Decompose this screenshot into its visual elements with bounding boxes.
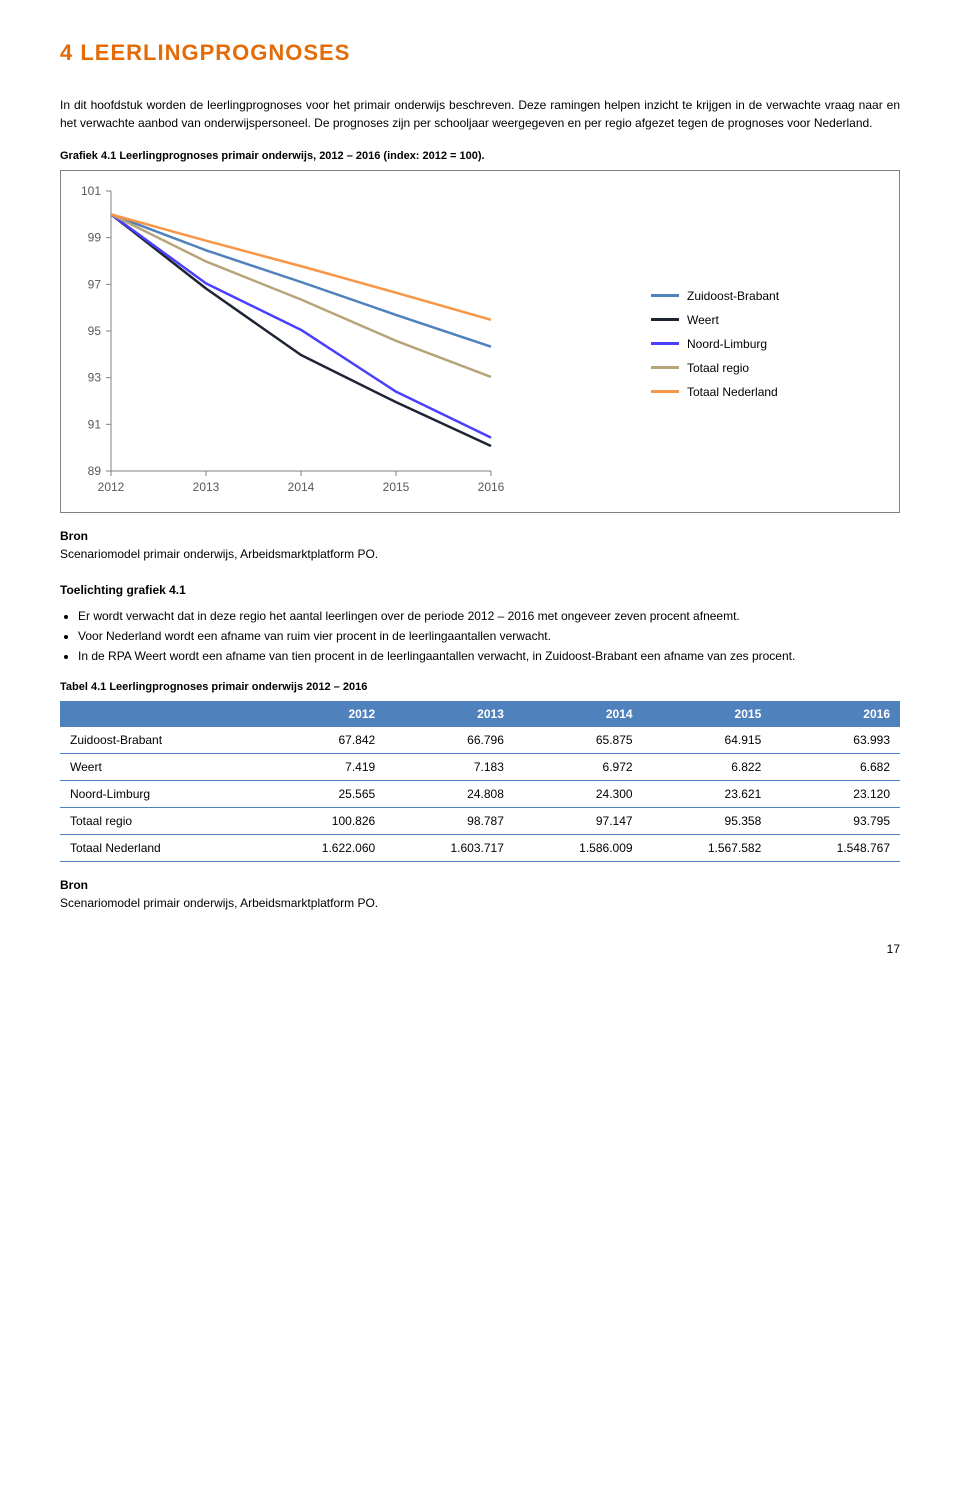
- legend-label: Zuidoost-Brabant: [687, 289, 779, 303]
- legend-swatch: [651, 342, 679, 345]
- table-header-cell: 2014: [514, 701, 643, 727]
- table-caption: Tabel 4.1 Leerlingprognoses primair onde…: [60, 681, 900, 693]
- table-cell: Noord-Limburg: [60, 781, 257, 808]
- page-number: 17: [60, 942, 900, 956]
- table-header-cell: [60, 701, 257, 727]
- table-cell: 63.993: [771, 727, 900, 754]
- table-source: Bron Scenariomodel primair onderwijs, Ar…: [60, 876, 900, 912]
- legend-swatch: [651, 294, 679, 297]
- bullet-item: Er wordt verwacht dat in deze regio het …: [78, 607, 900, 625]
- svg-text:101: 101: [81, 184, 101, 198]
- table-cell: 97.147: [514, 808, 643, 835]
- table-row: Totaal Nederland1.622.0601.603.7171.586.…: [60, 835, 900, 862]
- table-cell: 1.622.060: [257, 835, 386, 862]
- table-cell: 25.565: [257, 781, 386, 808]
- legend-swatch: [651, 318, 679, 321]
- table-cell: 7.183: [385, 754, 514, 781]
- table-cell: 1.548.767: [771, 835, 900, 862]
- source-label: Bron: [60, 878, 88, 892]
- table-row: Zuidoost-Brabant67.84266.79665.87564.915…: [60, 727, 900, 754]
- data-table: 20122013201420152016Zuidoost-Brabant67.8…: [60, 701, 900, 862]
- chart-source: Bron Scenariomodel primair onderwijs, Ar…: [60, 527, 900, 563]
- table-header-cell: 2012: [257, 701, 386, 727]
- table-cell: Weert: [60, 754, 257, 781]
- table-cell: 6.822: [643, 754, 772, 781]
- svg-text:2014: 2014: [288, 480, 315, 494]
- legend-label: Noord-Limburg: [687, 337, 767, 351]
- table-header-cell: 2015: [643, 701, 772, 727]
- legend-label: Totaal regio: [687, 361, 749, 375]
- source-text: Scenariomodel primair onderwijs, Arbeids…: [60, 896, 378, 910]
- legend-label: Weert: [687, 313, 719, 327]
- svg-text:89: 89: [88, 464, 102, 478]
- svg-text:97: 97: [88, 277, 102, 291]
- table-cell: 6.682: [771, 754, 900, 781]
- toelichting-heading: Toelichting grafiek 4.1: [60, 583, 900, 597]
- table-header-cell: 2016: [771, 701, 900, 727]
- legend-swatch: [651, 366, 679, 369]
- legend-item: Weert: [651, 313, 779, 327]
- svg-text:99: 99: [88, 231, 102, 245]
- table-row: Weert7.4197.1836.9726.8226.682: [60, 754, 900, 781]
- intro-paragraph: In dit hoofdstuk worden de leerlingprogn…: [60, 96, 900, 132]
- table-cell: Totaal regio: [60, 808, 257, 835]
- legend-label: Totaal Nederland: [687, 385, 778, 399]
- line-chart: 89 91 93 95 97 99 101 2012 2013 2014 2015 2016: [71, 181, 631, 506]
- legend-swatch: [651, 390, 679, 393]
- table-cell: 93.795: [771, 808, 900, 835]
- table-cell: 64.915: [643, 727, 772, 754]
- table-cell: 23.621: [643, 781, 772, 808]
- table-cell: Zuidoost-Brabant: [60, 727, 257, 754]
- table-cell: 6.972: [514, 754, 643, 781]
- chart-legend: Zuidoost-Brabant Weert Noord-Limburg Totaal…: [651, 279, 779, 409]
- table-cell: 100.826: [257, 808, 386, 835]
- svg-text:2012: 2012: [98, 480, 125, 494]
- table-cell: 1.586.009: [514, 835, 643, 862]
- bullet-list: Er wordt verwacht dat in deze regio het …: [60, 607, 900, 665]
- source-label: Bron: [60, 529, 88, 543]
- table-cell: 65.875: [514, 727, 643, 754]
- table-cell: 98.787: [385, 808, 514, 835]
- table-cell: 95.358: [643, 808, 772, 835]
- legend-item: Totaal Nederland: [651, 385, 779, 399]
- bullet-item: In de RPA Weert wordt een afname van tie…: [78, 647, 900, 665]
- table-row: Totaal regio100.82698.78797.14795.35893.…: [60, 808, 900, 835]
- table-cell: 1.567.582: [643, 835, 772, 862]
- source-text: Scenariomodel primair onderwijs, Arbeids…: [60, 547, 378, 561]
- bullet-item: Voor Nederland wordt een afname van ruim…: [78, 627, 900, 645]
- table-cell: 1.603.717: [385, 835, 514, 862]
- legend-item: Totaal regio: [651, 361, 779, 375]
- svg-text:91: 91: [88, 417, 102, 431]
- legend-item: Zuidoost-Brabant: [651, 289, 779, 303]
- svg-text:2016: 2016: [478, 480, 505, 494]
- page-heading: 4 LEERLINGPROGNOSES: [60, 40, 900, 66]
- table-cell: 24.808: [385, 781, 514, 808]
- svg-text:93: 93: [88, 371, 102, 385]
- table-header-cell: 2013: [385, 701, 514, 727]
- svg-text:2013: 2013: [193, 480, 220, 494]
- chart-caption: Grafiek 4.1 Leerlingprognoses primair on…: [60, 150, 900, 162]
- table-cell: 24.300: [514, 781, 643, 808]
- table-cell: 7.419: [257, 754, 386, 781]
- svg-text:2015: 2015: [383, 480, 410, 494]
- table-cell: 66.796: [385, 727, 514, 754]
- table-cell: Totaal Nederland: [60, 835, 257, 862]
- table-row: Noord-Limburg25.56524.80824.30023.62123.…: [60, 781, 900, 808]
- legend-item: Noord-Limburg: [651, 337, 779, 351]
- table-cell: 67.842: [257, 727, 386, 754]
- chart-container: 89 91 93 95 97 99 101 2012 2013 2014 2015 2016 Zuid…: [60, 170, 900, 513]
- table-cell: 23.120: [771, 781, 900, 808]
- svg-text:95: 95: [88, 324, 102, 338]
